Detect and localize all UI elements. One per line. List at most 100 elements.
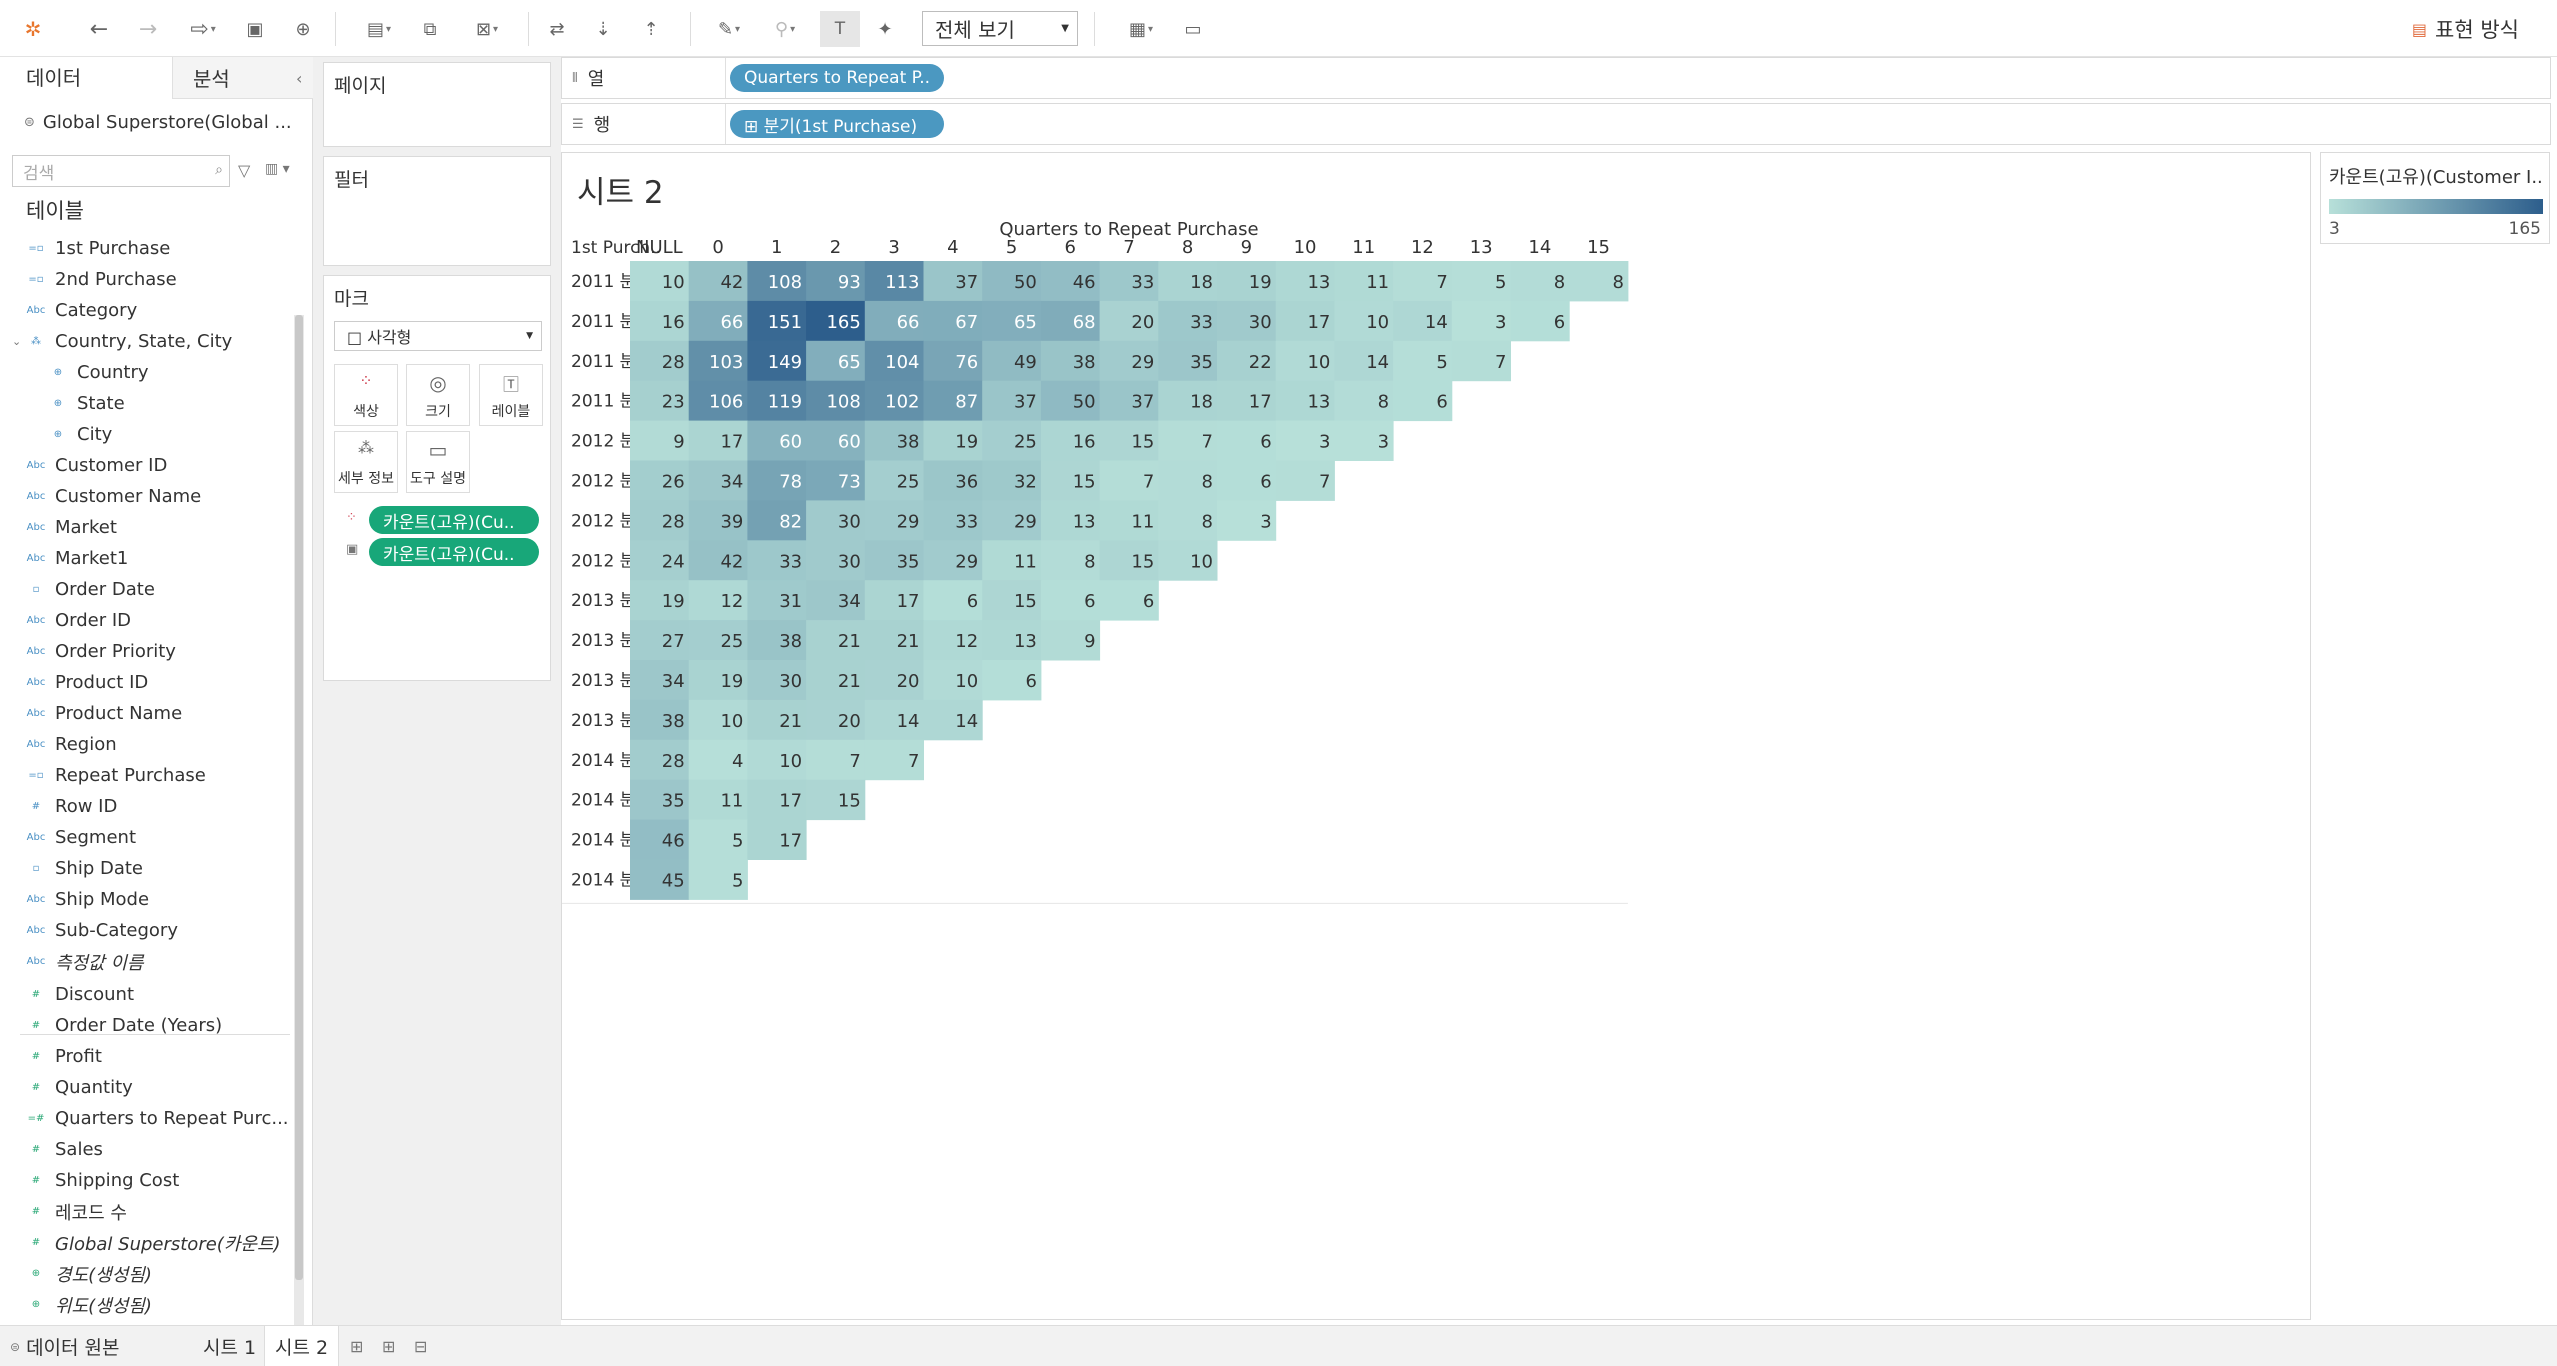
heatmap-cell[interactable] — [982, 660, 1042, 701]
heatmap-cell[interactable] — [630, 620, 690, 661]
heatmap-cell[interactable] — [923, 540, 983, 581]
tab-analysis[interactable]: 분석 — [172, 57, 313, 99]
heatmap-cell[interactable] — [982, 420, 1042, 461]
swap-axes-icon[interactable]: ⇄ — [549, 18, 565, 40]
heatmap-cell[interactable] — [982, 620, 1042, 661]
field-item[interactable]: Abc Market — [0, 512, 295, 543]
heatmap-cell[interactable] — [1158, 460, 1218, 501]
heatmap-cell[interactable] — [630, 739, 690, 781]
heatmap-cell[interactable] — [923, 420, 983, 461]
field-item[interactable]: # Sales — [0, 1134, 295, 1165]
heatmap-cell[interactable] — [688, 261, 748, 302]
heatmap-cell[interactable] — [1217, 460, 1277, 501]
presentation-mode-icon[interactable]: ▭ — [1184, 18, 1202, 40]
heatmap-cell[interactable] — [630, 819, 690, 860]
undo-icon[interactable]: ← — [89, 16, 109, 42]
field-item[interactable]: Abc Sub-Category — [0, 915, 295, 946]
heatmap-cell[interactable] — [688, 779, 748, 821]
heatmap-cell[interactable] — [982, 261, 1042, 302]
heatmap-cell[interactable] — [864, 300, 924, 342]
heatmap-cell[interactable] — [1217, 500, 1277, 541]
new-datasource-icon[interactable]: ⊕ — [295, 18, 311, 40]
heatmap-cell[interactable] — [864, 580, 924, 621]
columns-shelf[interactable]: ⦀ 열 Quarters to Repeat P.. — [561, 57, 2551, 99]
show-me-button[interactable]: ▤ 표현 방식 — [2412, 14, 2519, 44]
color-field-pill[interactable]: 카운트(고유)(Cu.. — [369, 506, 539, 534]
heatmap-cell[interactable] — [864, 340, 924, 382]
new-sheet-tab-icon[interactable]: ⊞ — [350, 1337, 364, 1356]
heatmap-cell[interactable] — [1099, 500, 1159, 541]
heatmap-cell[interactable] — [864, 620, 924, 661]
heatmap-cell[interactable] — [864, 261, 924, 302]
new-sheet-icon[interactable]: ▤ ▾ — [366, 18, 392, 40]
heatmap-cell[interactable] — [1569, 261, 1629, 302]
rows-shelf[interactable]: ☰ 행 ⊞ 분기(1st Purchase) — [561, 103, 2551, 145]
heatmap-cell[interactable] — [864, 540, 924, 581]
field-item[interactable]: Abc Product ID — [0, 667, 295, 698]
heatmap-cell[interactable] — [1217, 261, 1277, 302]
heatmap-cell[interactable] — [1158, 300, 1218, 342]
heatmap-cell[interactable] — [1275, 380, 1335, 422]
heatmap-cell[interactable] — [1275, 340, 1335, 382]
heatmap-cell[interactable] — [1158, 380, 1218, 422]
field-item[interactable]: Abc 측정값 이름 — [0, 946, 295, 977]
field-item[interactable]: Abc Customer ID — [0, 450, 295, 481]
heatmap-cell[interactable] — [864, 739, 924, 781]
mark-type-select[interactable]: □ 사각형 ▼ — [334, 321, 542, 351]
heatmap-cell[interactable] — [982, 540, 1042, 581]
field-item[interactable]: # Quantity — [0, 1072, 295, 1103]
heatmap-cell[interactable] — [747, 261, 807, 302]
sort-ascending-icon[interactable]: ⇣ — [595, 18, 611, 40]
field-item[interactable]: ⊕ State — [0, 388, 295, 419]
heatmap-cell[interactable] — [1393, 300, 1453, 342]
field-item[interactable]: ⊕ 위도(생성됨) — [0, 1289, 295, 1320]
heatmap-cell[interactable] — [688, 739, 748, 781]
field-item[interactable]: Abc Order Priority — [0, 636, 295, 667]
field-item[interactable]: Abc Segment — [0, 822, 295, 853]
heatmap-cell[interactable] — [806, 380, 866, 422]
heatmap-cell[interactable] — [1217, 300, 1277, 342]
field-item[interactable]: ⊕ Country — [0, 357, 295, 388]
heatmap-cell[interactable] — [982, 580, 1042, 621]
heatmap-cell[interactable] — [982, 380, 1042, 422]
heatmap-cell[interactable] — [747, 380, 807, 422]
heatmap-cell[interactable] — [1510, 261, 1570, 302]
heatmap-cell[interactable] — [747, 699, 807, 741]
heatmap-cell[interactable] — [1158, 340, 1218, 382]
heatmap-cell[interactable] — [982, 460, 1042, 501]
heatmap-cell[interactable] — [630, 261, 690, 302]
heatmap-cell[interactable] — [1334, 300, 1394, 342]
heatmap-cell[interactable] — [688, 660, 748, 701]
datasource-tab[interactable]: ⊜ 데이터 원본 — [0, 1326, 130, 1366]
heatmap-cell[interactable] — [806, 261, 866, 302]
heatmap-cell[interactable] — [1040, 460, 1101, 501]
tab-sheet2[interactable]: 시트 2 — [264, 1326, 340, 1366]
size-button[interactable]: ◎ 크기 — [406, 364, 470, 426]
heatmap-cell[interactable] — [1158, 540, 1218, 581]
heatmap-cell[interactable] — [1099, 300, 1159, 342]
heatmap-cell[interactable] — [747, 779, 807, 821]
heatmap-cell[interactable] — [982, 340, 1042, 382]
field-item[interactable]: ▫ Ship Date — [0, 853, 295, 884]
sort-descending-icon[interactable]: ⇡ — [643, 18, 659, 40]
collapse-icon[interactable]: ‹ — [296, 69, 303, 88]
heatmap-cell[interactable] — [1099, 340, 1159, 382]
datasource-item[interactable]: ⊜ Global Superstore(Global ... — [24, 107, 304, 137]
heatmap-cell[interactable] — [864, 500, 924, 541]
heatmap-cell[interactable] — [806, 340, 866, 382]
heatmap-cell[interactable] — [806, 620, 866, 661]
label-button[interactable]: 🅃 레이블 — [479, 364, 543, 426]
tooltip-button[interactable]: ▭ 도구 설명 — [406, 431, 470, 493]
heatmap-cell[interactable] — [688, 300, 748, 342]
tab-sheet1[interactable]: 시트 1 — [193, 1326, 266, 1366]
heatmap-cell[interactable] — [1099, 380, 1159, 422]
heatmap-cell[interactable] — [806, 300, 866, 342]
heatmap-cell[interactable] — [688, 420, 748, 461]
heatmap-cell[interactable] — [1217, 380, 1277, 422]
heatmap-cell[interactable] — [806, 540, 866, 581]
heatmap-cell[interactable] — [630, 460, 690, 501]
heatmap-cell[interactable] — [1158, 500, 1218, 541]
heatmap-cell[interactable] — [1040, 500, 1101, 541]
field-list-scrollbar[interactable] — [294, 315, 304, 1327]
heatmap-cell[interactable] — [1334, 380, 1394, 422]
